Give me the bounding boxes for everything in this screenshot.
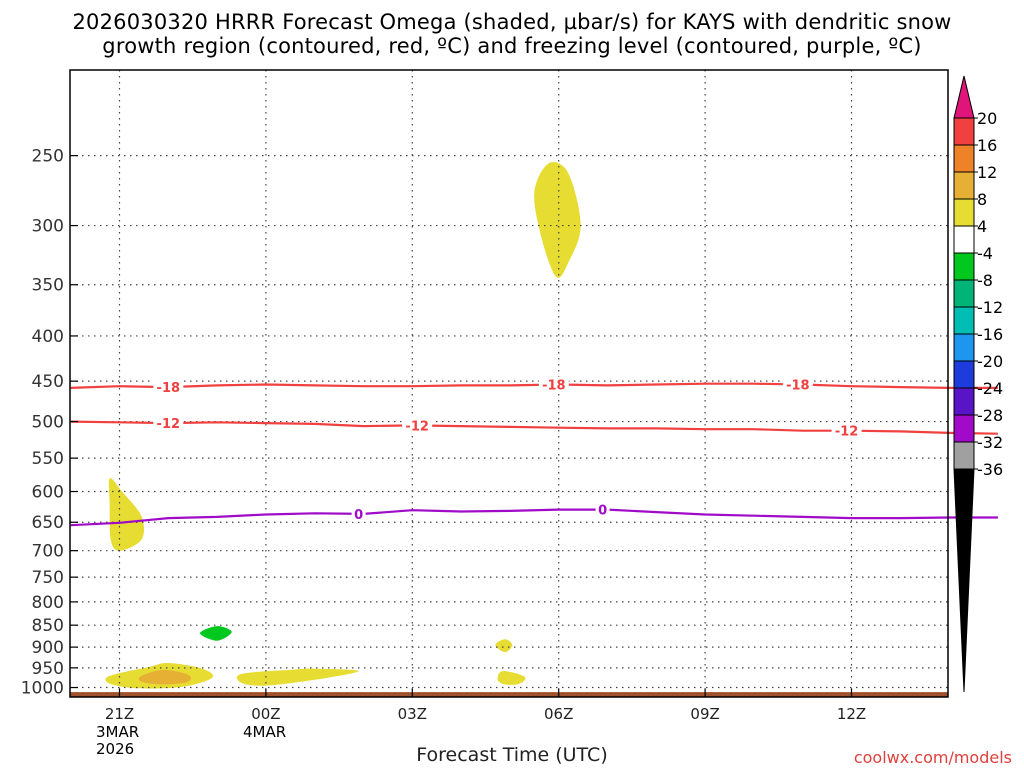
y-tick-label: 550 (32, 449, 64, 469)
minus-12-isotherm-label: -12 (835, 425, 859, 440)
y-tick-label: 600 (32, 483, 64, 503)
omega-8-12-region (138, 669, 191, 685)
colorbar-segment (953, 306, 975, 335)
colorbar-label: -24 (977, 379, 1003, 398)
x-tick-label: 06Z (544, 705, 573, 723)
freezing-level-label: 0 (354, 508, 363, 523)
y-tick-label: 700 (32, 542, 64, 562)
omega-4-8-region (497, 671, 526, 685)
minus-18-isotherm-label: -18 (542, 379, 566, 394)
colorbar-label: -16 (977, 325, 1003, 344)
x-axis-label: Forecast Time (UTC) (416, 744, 608, 766)
minus-12-isotherm-label-bg (402, 417, 433, 434)
colorbar-segment (953, 252, 975, 281)
colorbar-label: 20 (977, 109, 997, 128)
y-tick-label: 1000 (21, 679, 64, 699)
x-tick-label: 03Z (398, 705, 427, 723)
colorbar-label: 4 (977, 217, 987, 236)
minus-12-isotherm-label-bg (153, 415, 184, 432)
colorbar-label: -20 (977, 352, 1003, 371)
freezing-level-label-bg (351, 505, 366, 522)
y-tick-label: 800 (32, 593, 64, 613)
colorbar-top-arrow (953, 75, 975, 119)
minus-12-isotherm-label: -12 (157, 417, 181, 432)
y-tick-label: 450 (32, 372, 64, 392)
ground-strip (70, 692, 948, 697)
minus-18-isotherm-line (70, 382, 998, 389)
omega-4-8-region (236, 668, 359, 686)
colorbar-segment (953, 279, 975, 308)
minus-18-isotherm-label-bg (153, 379, 184, 396)
colorbar-label: 16 (977, 136, 997, 155)
colorbar-segment (953, 198, 975, 227)
colorbar-label: -8 (977, 271, 993, 290)
y-tick-label: 400 (32, 327, 64, 347)
colorbar-label: -4 (977, 244, 993, 263)
colorbar-segment (953, 414, 975, 443)
x-tick-label: 09Z (690, 705, 719, 723)
colorbar-label: 12 (977, 163, 997, 182)
date-label-day: 4MAR (243, 723, 287, 741)
colorbar-label: -36 (977, 460, 1003, 479)
y-tick-label: 650 (32, 513, 64, 533)
freezing-level-line (70, 508, 998, 527)
colorbar-segment (953, 441, 975, 470)
minus-18-isotherm-label: -18 (786, 378, 810, 393)
chart-title-line-1: 2026030320 HRRR Forecast Omega (shaded, … (72, 10, 952, 34)
y-tick-label: 350 (32, 276, 64, 296)
colorbar-label: -12 (977, 298, 1003, 317)
omega-4-8-region (495, 639, 513, 653)
colorbar-label: -32 (977, 433, 1003, 452)
y-tick-label: 850 (32, 616, 64, 636)
minus-18-isotherm-label-bg (782, 376, 813, 393)
credit-text: coolwx.com/models (853, 748, 1012, 767)
colorbar-segment (953, 225, 975, 254)
colorbar-segment (953, 171, 975, 200)
plot-area (70, 70, 948, 697)
colorbar-segment (953, 333, 975, 362)
colorbar-segment (953, 387, 975, 416)
omega-4-8-region (108, 478, 145, 551)
minus-18-isotherm-label-bg (538, 376, 569, 393)
omega-neg4-neg8-region (200, 626, 232, 641)
x-tick-label: 21Z (105, 705, 134, 723)
y-tick-label: 500 (32, 413, 64, 433)
colorbar-segment (953, 360, 975, 389)
freezing-level-label-bg (595, 501, 610, 518)
x-tick-label: 12Z (837, 705, 866, 723)
date-label-3mar: 3MAR 2026 (96, 724, 139, 758)
date-label-year: 2026 (96, 740, 135, 758)
colorbar-segment (953, 117, 975, 146)
chart-title-line-2: growth region (contoured, red, ºC) and f… (102, 34, 922, 58)
y-tick-label: 300 (32, 217, 64, 237)
minus-12-isotherm-label: -12 (405, 419, 429, 434)
colorbar-label: -28 (977, 406, 1003, 425)
plot-frame (69, 69, 949, 698)
colorbar-label: 8 (977, 190, 987, 209)
minus-12-isotherm-label-bg (831, 422, 862, 439)
colorbar-segment (953, 144, 975, 173)
date-label-day: 3MAR (96, 723, 140, 741)
colorbar-bottom-arrow (953, 468, 975, 693)
y-tick-label: 750 (32, 568, 64, 588)
date-label-4mar: 4MAR (243, 724, 286, 741)
y-tick-label: 900 (32, 638, 64, 658)
y-tick-label: 950 (32, 659, 64, 679)
omega-4-8-region (534, 162, 581, 278)
y-tick-label: 250 (32, 147, 64, 167)
x-tick-label: 00Z (251, 705, 280, 723)
freezing-level-label: 0 (598, 504, 607, 519)
minus-18-isotherm-label: -18 (157, 381, 181, 396)
